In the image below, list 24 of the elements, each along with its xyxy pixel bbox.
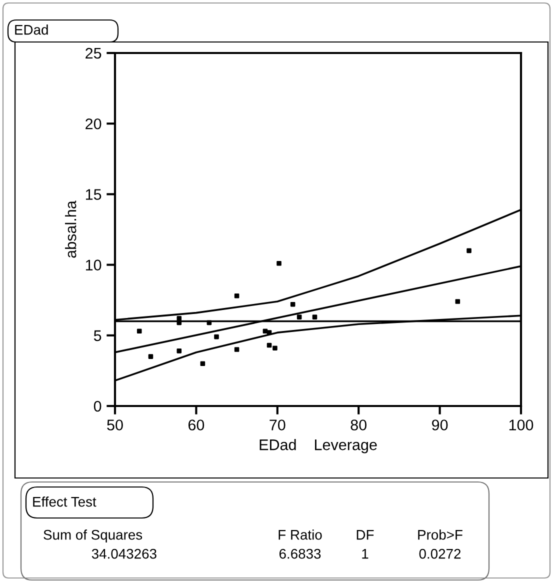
text: Prob>F xyxy=(418,530,462,540)
y-tick-label: 0 xyxy=(94,400,102,412)
y-axis-title: absal.ha xyxy=(65,200,76,258)
x-tick-label: 100 xyxy=(509,420,534,430)
x-tick-label: 90 xyxy=(432,420,448,430)
y-tick-label: 5 xyxy=(94,330,102,342)
y-tick-label: 20 xyxy=(86,118,102,130)
x-tick-label: 50 xyxy=(107,420,123,430)
x-axis-title: EDad Leverage xyxy=(260,438,377,454)
text: 6.6833 xyxy=(279,548,321,559)
text: F Ratio xyxy=(278,530,322,540)
x-tick-label: 60 xyxy=(188,420,204,430)
text: 0.0272 xyxy=(419,548,461,559)
chart-title: EDad xyxy=(15,24,48,35)
y-tick-label: 10 xyxy=(86,260,102,270)
x-tick-label: 80 xyxy=(350,420,366,430)
y-tick-label: 15 xyxy=(86,189,102,200)
text: Effect Test xyxy=(33,496,96,507)
text: DF xyxy=(356,530,374,540)
text: 1 xyxy=(362,549,368,559)
y-tick-label: 25 xyxy=(86,48,102,59)
text: Sum of Squares xyxy=(44,530,142,542)
x-tick-label: 70 xyxy=(270,420,286,430)
text: 34.043263 xyxy=(92,548,156,559)
